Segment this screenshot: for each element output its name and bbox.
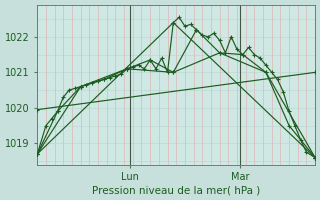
X-axis label: Pression niveau de la mer( hPa ): Pression niveau de la mer( hPa )	[92, 185, 260, 195]
